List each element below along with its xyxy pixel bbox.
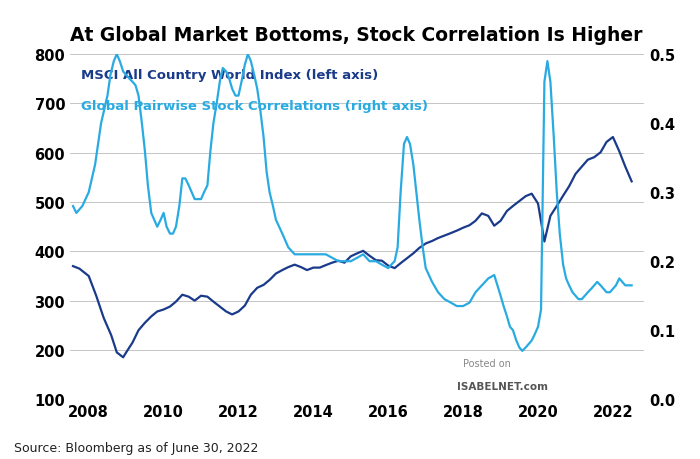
Text: Global Pairwise Stock Correlations (right axis): Global Pairwise Stock Correlations (righ…	[81, 100, 428, 113]
Text: MSCI All Country World Index (left axis): MSCI All Country World Index (left axis)	[81, 69, 379, 82]
Text: Posted on: Posted on	[463, 358, 511, 368]
Text: At Global Market Bottoms, Stock Correlation Is Higher: At Global Market Bottoms, Stock Correlat…	[70, 26, 643, 45]
Text: Source: Bloomberg as of June 30, 2022: Source: Bloomberg as of June 30, 2022	[14, 442, 258, 454]
Text: ISABELNET.com: ISABELNET.com	[458, 381, 549, 391]
